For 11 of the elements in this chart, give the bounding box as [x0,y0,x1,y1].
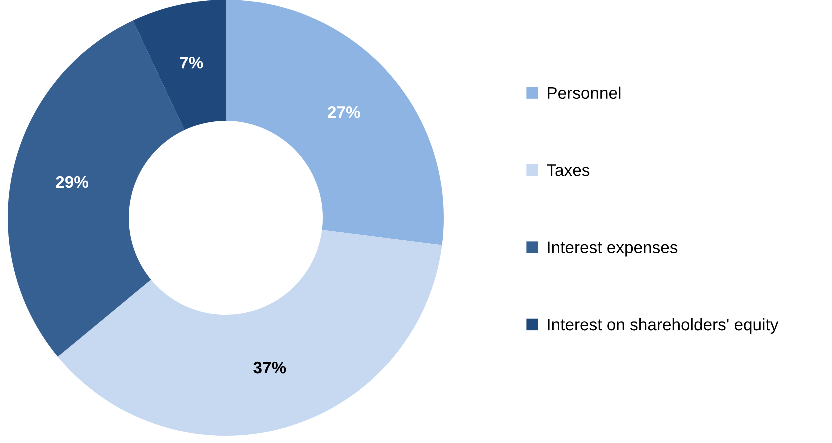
legend-label: Taxes [547,164,590,176]
legend-label: Personnel [548,86,621,100]
data-label: 7% [180,57,204,69]
donut-slice [58,230,442,436]
data-label: 37% [254,362,286,374]
legend-label: Interest expenses [548,242,678,257]
donut-slice [133,0,226,130]
data-label: 29% [56,176,89,188]
donut-slice [226,0,444,246]
data-label: 27% [328,106,360,118]
legend-label: Interest on shareholders' equity [548,318,779,334]
